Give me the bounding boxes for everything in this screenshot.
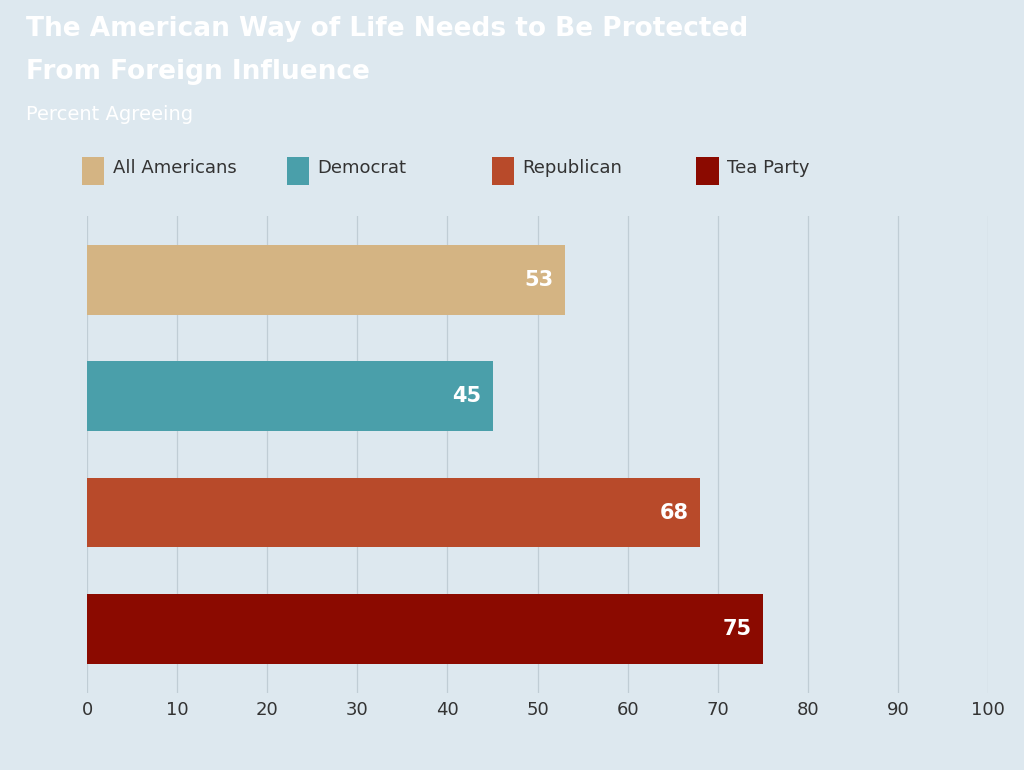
- Bar: [287, 157, 309, 185]
- Text: 75: 75: [723, 619, 752, 639]
- Text: 53: 53: [524, 270, 554, 290]
- Bar: [87, 477, 699, 547]
- Text: The American Way of Life Needs to Be Protected: The American Way of Life Needs to Be Pro…: [26, 15, 748, 42]
- Text: Tea Party: Tea Party: [727, 159, 810, 177]
- Text: Percent Agreeing: Percent Agreeing: [26, 105, 193, 124]
- Text: 45: 45: [453, 386, 481, 406]
- Bar: [87, 594, 763, 664]
- Bar: [492, 157, 514, 185]
- Text: From Foreign Influence: From Foreign Influence: [26, 59, 370, 85]
- Bar: [87, 245, 564, 315]
- Text: Democrat: Democrat: [317, 159, 407, 177]
- Text: Republican: Republican: [522, 159, 623, 177]
- Bar: [87, 361, 493, 431]
- Bar: [696, 157, 719, 185]
- Text: All Americans: All Americans: [113, 159, 237, 177]
- Bar: [82, 157, 104, 185]
- Text: 68: 68: [660, 503, 689, 523]
